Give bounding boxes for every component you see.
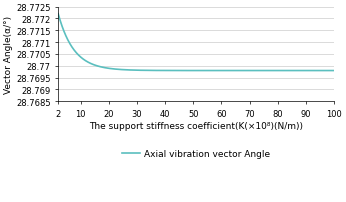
Axial vibration vector Angle xyxy=(190,70,194,72)
Axial vibration vector Angle xyxy=(56,14,60,16)
Y-axis label: Vector Angle(α/°): Vector Angle(α/°) xyxy=(4,16,13,94)
X-axis label: The support stiffness coefficient(K(×10⁸)(N/m)): The support stiffness coefficient(K(×10⁸… xyxy=(89,121,303,130)
Axial vibration vector Angle xyxy=(324,70,328,72)
Line: Axial vibration vector Angle: Axial vibration vector Angle xyxy=(58,15,334,71)
Axial vibration vector Angle xyxy=(183,70,187,72)
Axial vibration vector Angle xyxy=(273,70,277,72)
Axial vibration vector Angle xyxy=(332,70,336,72)
Axial vibration vector Angle xyxy=(70,47,74,49)
Legend: Axial vibration vector Angle: Axial vibration vector Angle xyxy=(119,146,274,162)
Axial vibration vector Angle xyxy=(324,70,328,72)
